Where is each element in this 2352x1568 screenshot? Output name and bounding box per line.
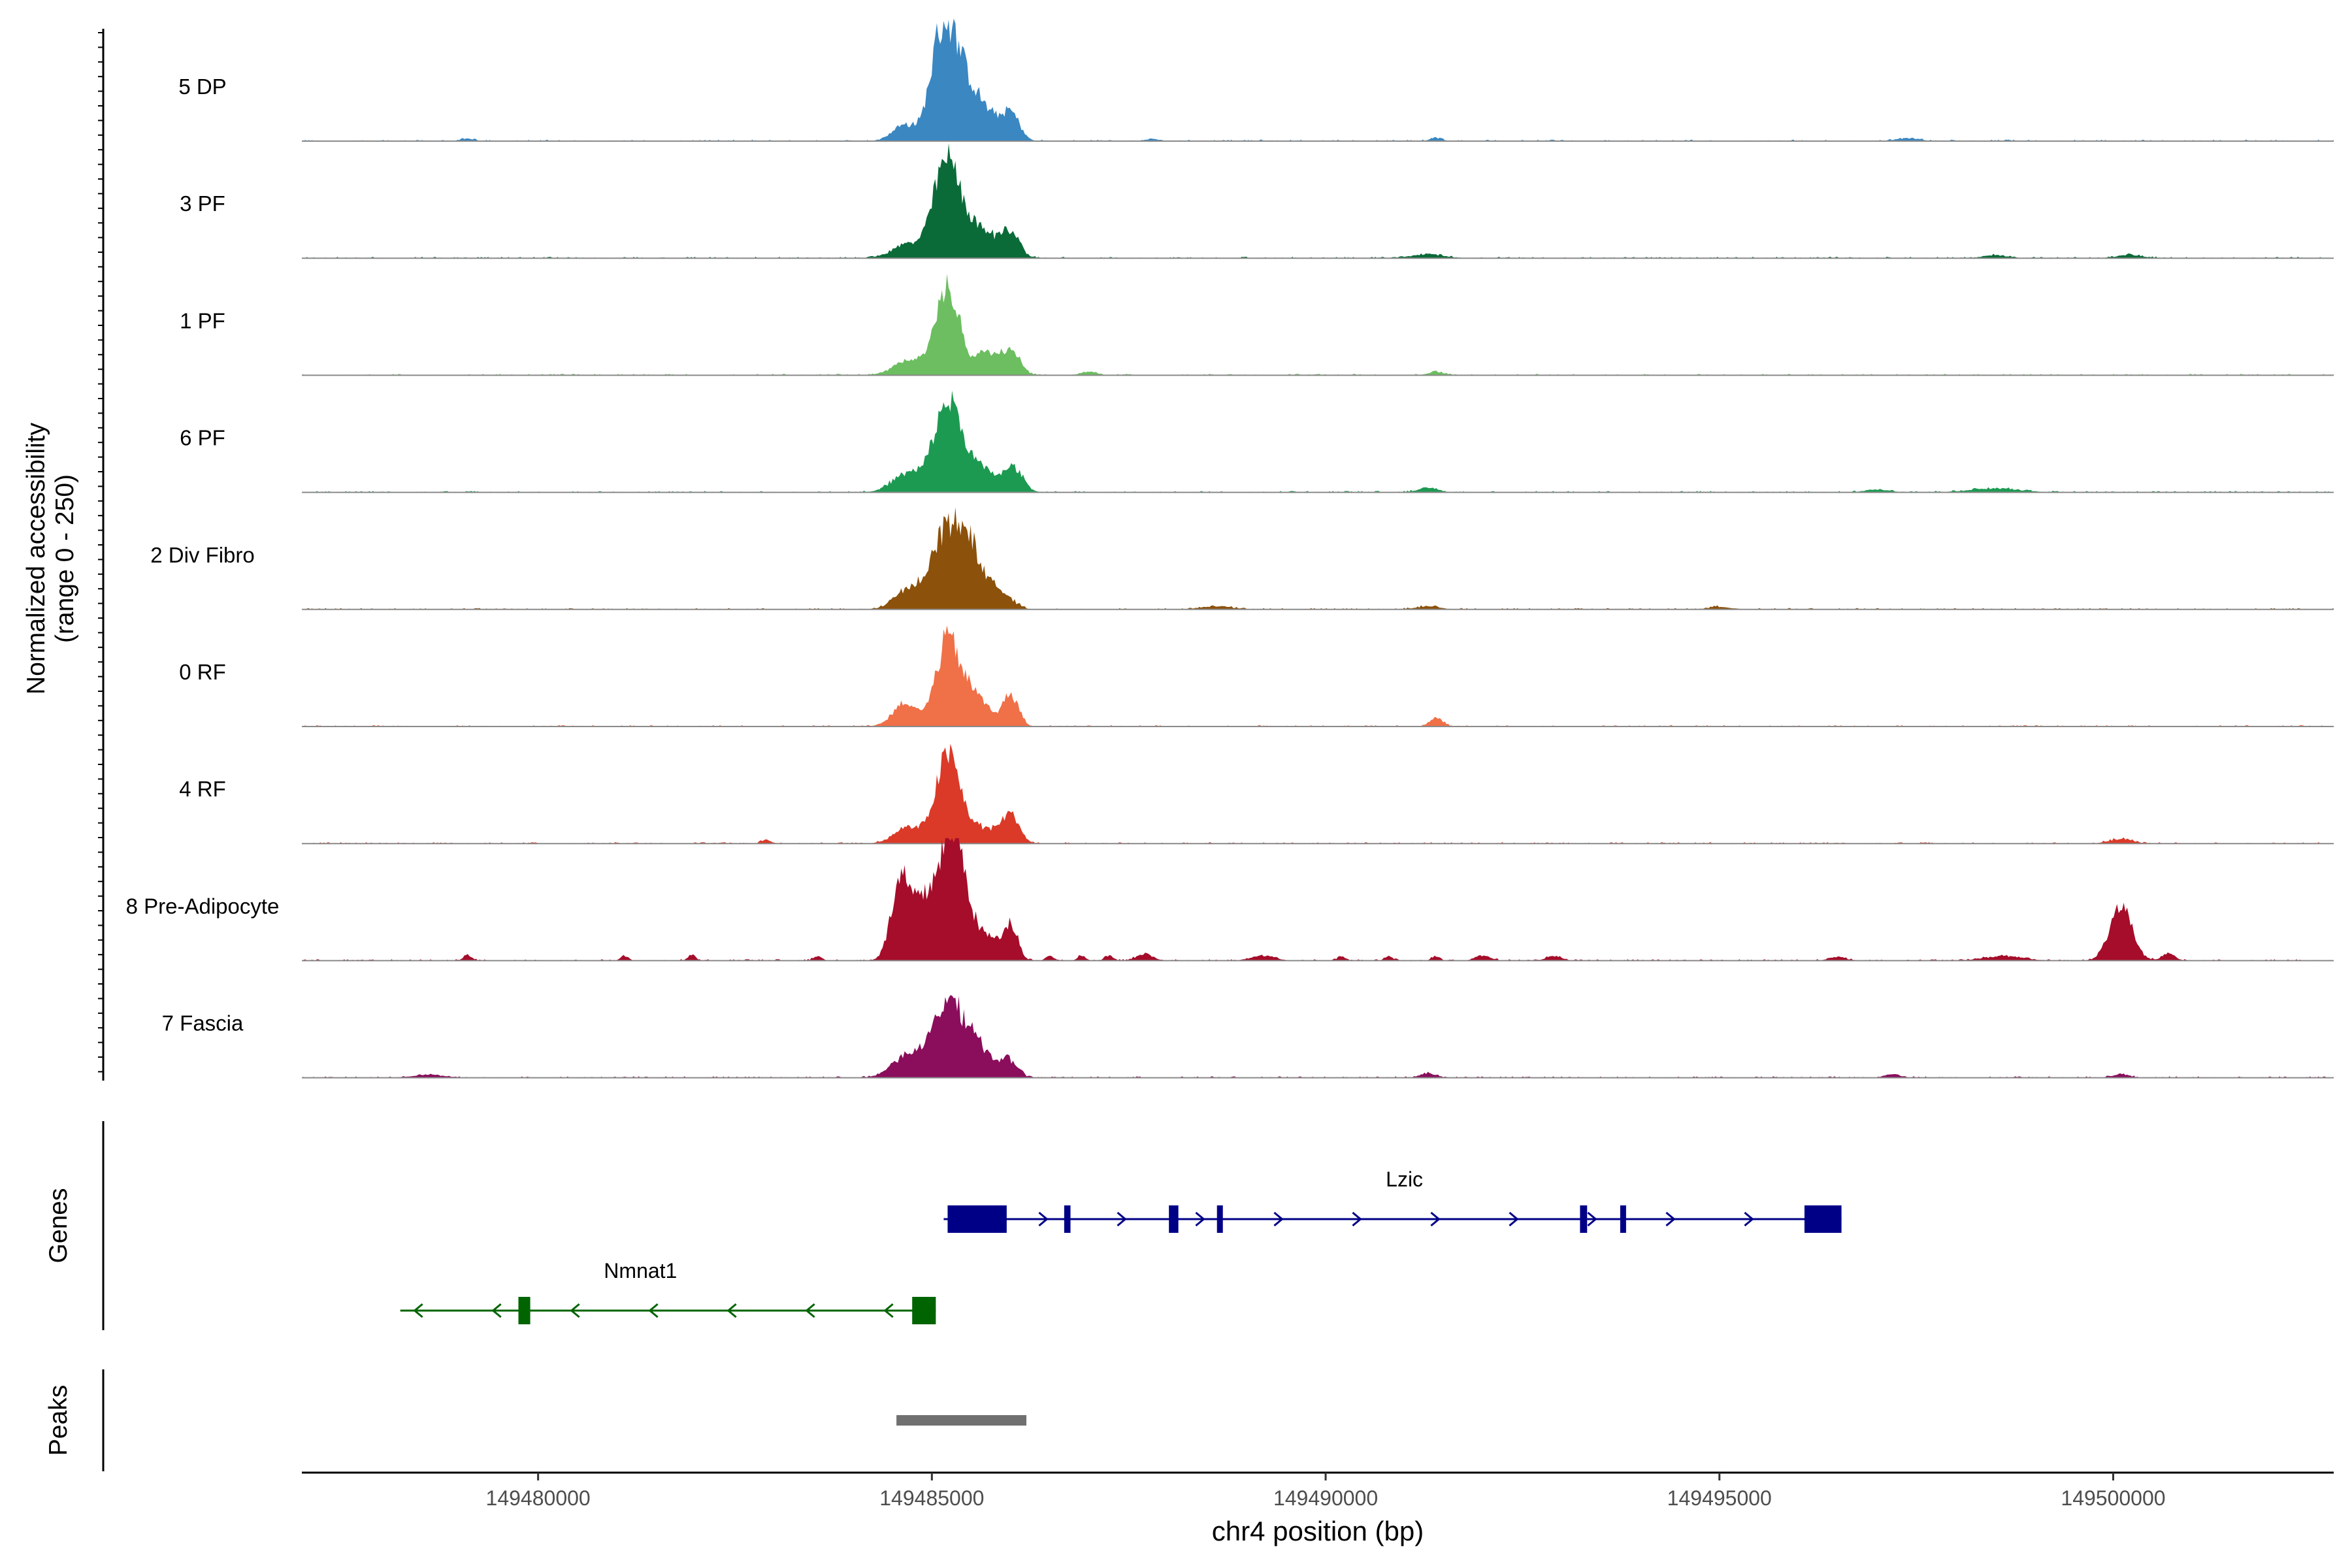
y-axis-title-line1: Normalized accessibility [22, 422, 50, 694]
track-5-dp: 5 DP [178, 18, 2334, 142]
track-2-div-fibro: 2 Div Fibro [150, 507, 2334, 610]
accessibility-y-axis [98, 29, 105, 1081]
x-axis: 149480000 149485000 149490000 149495000 1495… [302, 1471, 2334, 1546]
peaks-track-label: Peaks [44, 1385, 73, 1456]
gene-lzic: Lzic [943, 1168, 1842, 1233]
gene-nmnat1: Nmnat1 [400, 1259, 936, 1324]
track-label: 7 Fascia [162, 1011, 244, 1036]
strand-arrow [570, 1303, 580, 1318]
gene-label: Nmnat1 [604, 1259, 677, 1282]
exon [1804, 1205, 1842, 1233]
strand-arrow [727, 1303, 737, 1318]
x-tick-label: 149500000 [2061, 1486, 2165, 1510]
peak-region [896, 1415, 1026, 1426]
strand-arrow [1038, 1211, 1049, 1227]
x-tick-label: 149495000 [1667, 1486, 1772, 1510]
x-tick-label: 149490000 [1273, 1486, 1378, 1510]
strand-arrow [1744, 1211, 1754, 1227]
strand-arrow [805, 1303, 815, 1318]
track-label: 5 DP [178, 74, 226, 99]
strand-arrow [648, 1303, 659, 1318]
track-4-rf: 4 RF [179, 743, 2334, 845]
exon [1064, 1205, 1071, 1233]
x-axis-title: chr4 position (bp) [1212, 1516, 1424, 1546]
genes-track-label: Genes [44, 1188, 73, 1264]
track-6-pf: 6 PF [180, 390, 2334, 493]
strand-arrow [1665, 1211, 1676, 1227]
x-tick-label: 149480000 [486, 1486, 591, 1510]
exon [912, 1297, 936, 1324]
strand-arrow [1509, 1211, 1519, 1227]
strand-arrow [1587, 1211, 1597, 1227]
track-1-pf: 1 PF [180, 274, 2334, 376]
y-axis-title-line2: (range 0 - 250) [51, 474, 79, 643]
y-axis-title: Normalized accessibility (range 0 - 250) [22, 422, 79, 694]
genes-track: Genes Lzic Nmnat1 [44, 1121, 1842, 1330]
x-tick-label: 149485000 [879, 1486, 984, 1510]
strand-arrow [491, 1303, 502, 1318]
track-label: 1 PF [180, 308, 225, 333]
strand-arrow [1352, 1211, 1362, 1227]
track-0-rf: 0 RF [179, 625, 2334, 727]
x-axis-ticks: 149480000 149485000 149490000 149495000 1495… [486, 1473, 2166, 1510]
exon [518, 1297, 531, 1324]
exon [1217, 1205, 1223, 1233]
gene-label: Lzic [1386, 1168, 1423, 1191]
track-label: 6 PF [180, 426, 225, 450]
track-label: 4 RF [179, 777, 226, 801]
track-7-fascia: 7 Fascia [162, 995, 2334, 1079]
exon [1620, 1205, 1626, 1233]
track-8-pre-adipocyte: 8 Pre-Adipocyte [126, 838, 2334, 962]
strand-arrow [1195, 1211, 1205, 1227]
exon [947, 1205, 1007, 1233]
strand-arrow [1117, 1211, 1127, 1227]
gene-models: Lzic Nmnat1 [400, 1168, 1842, 1324]
exon [1580, 1205, 1588, 1233]
track-label: 8 Pre-Adipocyte [126, 894, 280, 918]
strand-arrow [413, 1303, 423, 1318]
strand-arrow [1430, 1211, 1441, 1227]
strand-arrow [1273, 1211, 1284, 1227]
track-label: 2 Div Fibro [150, 543, 255, 567]
strand-arrow [883, 1303, 894, 1318]
track-label: 3 PF [180, 191, 225, 216]
track-label: 0 RF [179, 660, 226, 684]
track-3-pf: 3 PF [180, 143, 2334, 259]
peak-regions [896, 1415, 1026, 1426]
coverage-tracks: 5 DP 3 PF 1 PF 6 PF 2 Div Fibro 0 RF 4 RF 8 Pre… [126, 18, 2334, 1079]
exon [1169, 1205, 1179, 1233]
coverage-area [302, 838, 2334, 961]
peaks-track: Peaks [44, 1369, 1026, 1471]
